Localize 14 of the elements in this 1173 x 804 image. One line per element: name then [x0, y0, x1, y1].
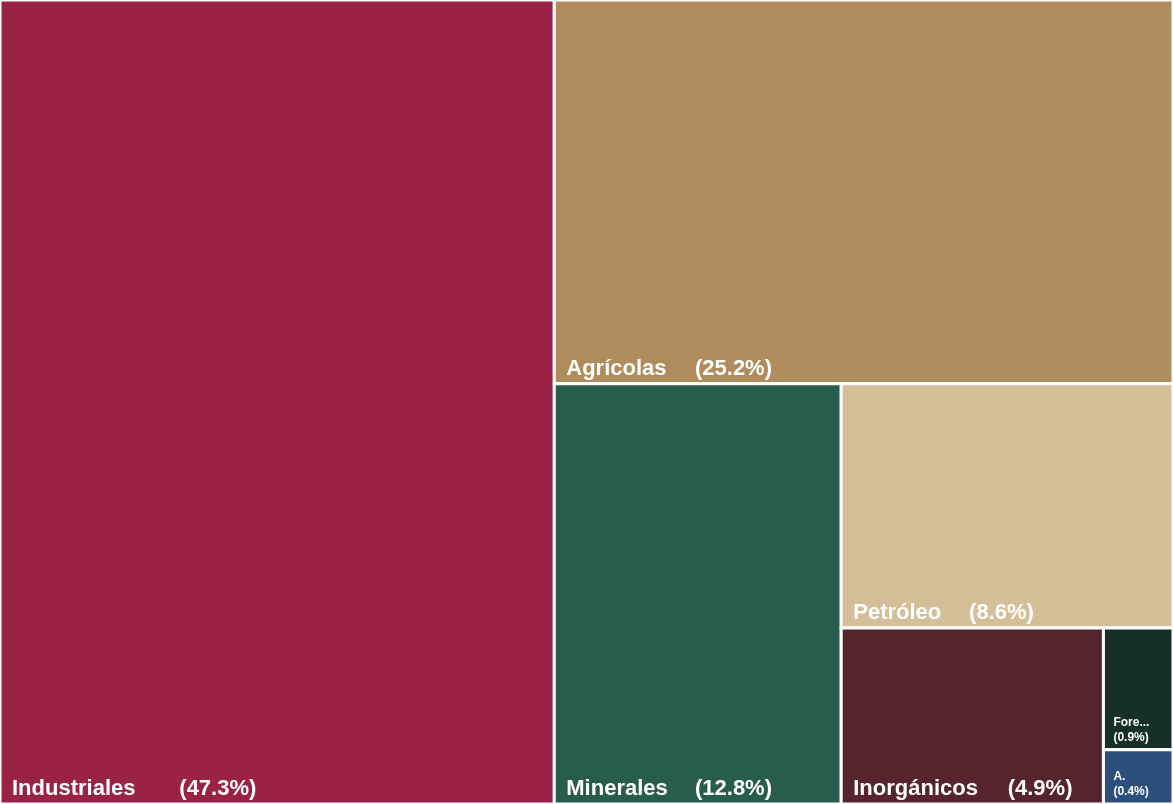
data-label: (4.9%) [1007, 775, 1073, 800]
data-label: (0.9%) [1113, 729, 1149, 744]
category-label: Industriales [12, 775, 136, 800]
data-label: (12.8%) [694, 775, 773, 800]
category-label: Fore... [1113, 714, 1150, 729]
data-label: (25.2%) [694, 354, 773, 380]
data-label: (47.3%) [179, 775, 257, 800]
category-label: Agrícolas [566, 354, 667, 380]
category-label: Minerales [566, 775, 668, 800]
data-label: (0.4%) [1113, 784, 1149, 798]
category-label: Petróleo [853, 598, 942, 624]
category-label: A. [1113, 769, 1126, 783]
category-label: Inorgánicos [853, 775, 978, 800]
data-label: (8.6%) [969, 598, 1034, 624]
